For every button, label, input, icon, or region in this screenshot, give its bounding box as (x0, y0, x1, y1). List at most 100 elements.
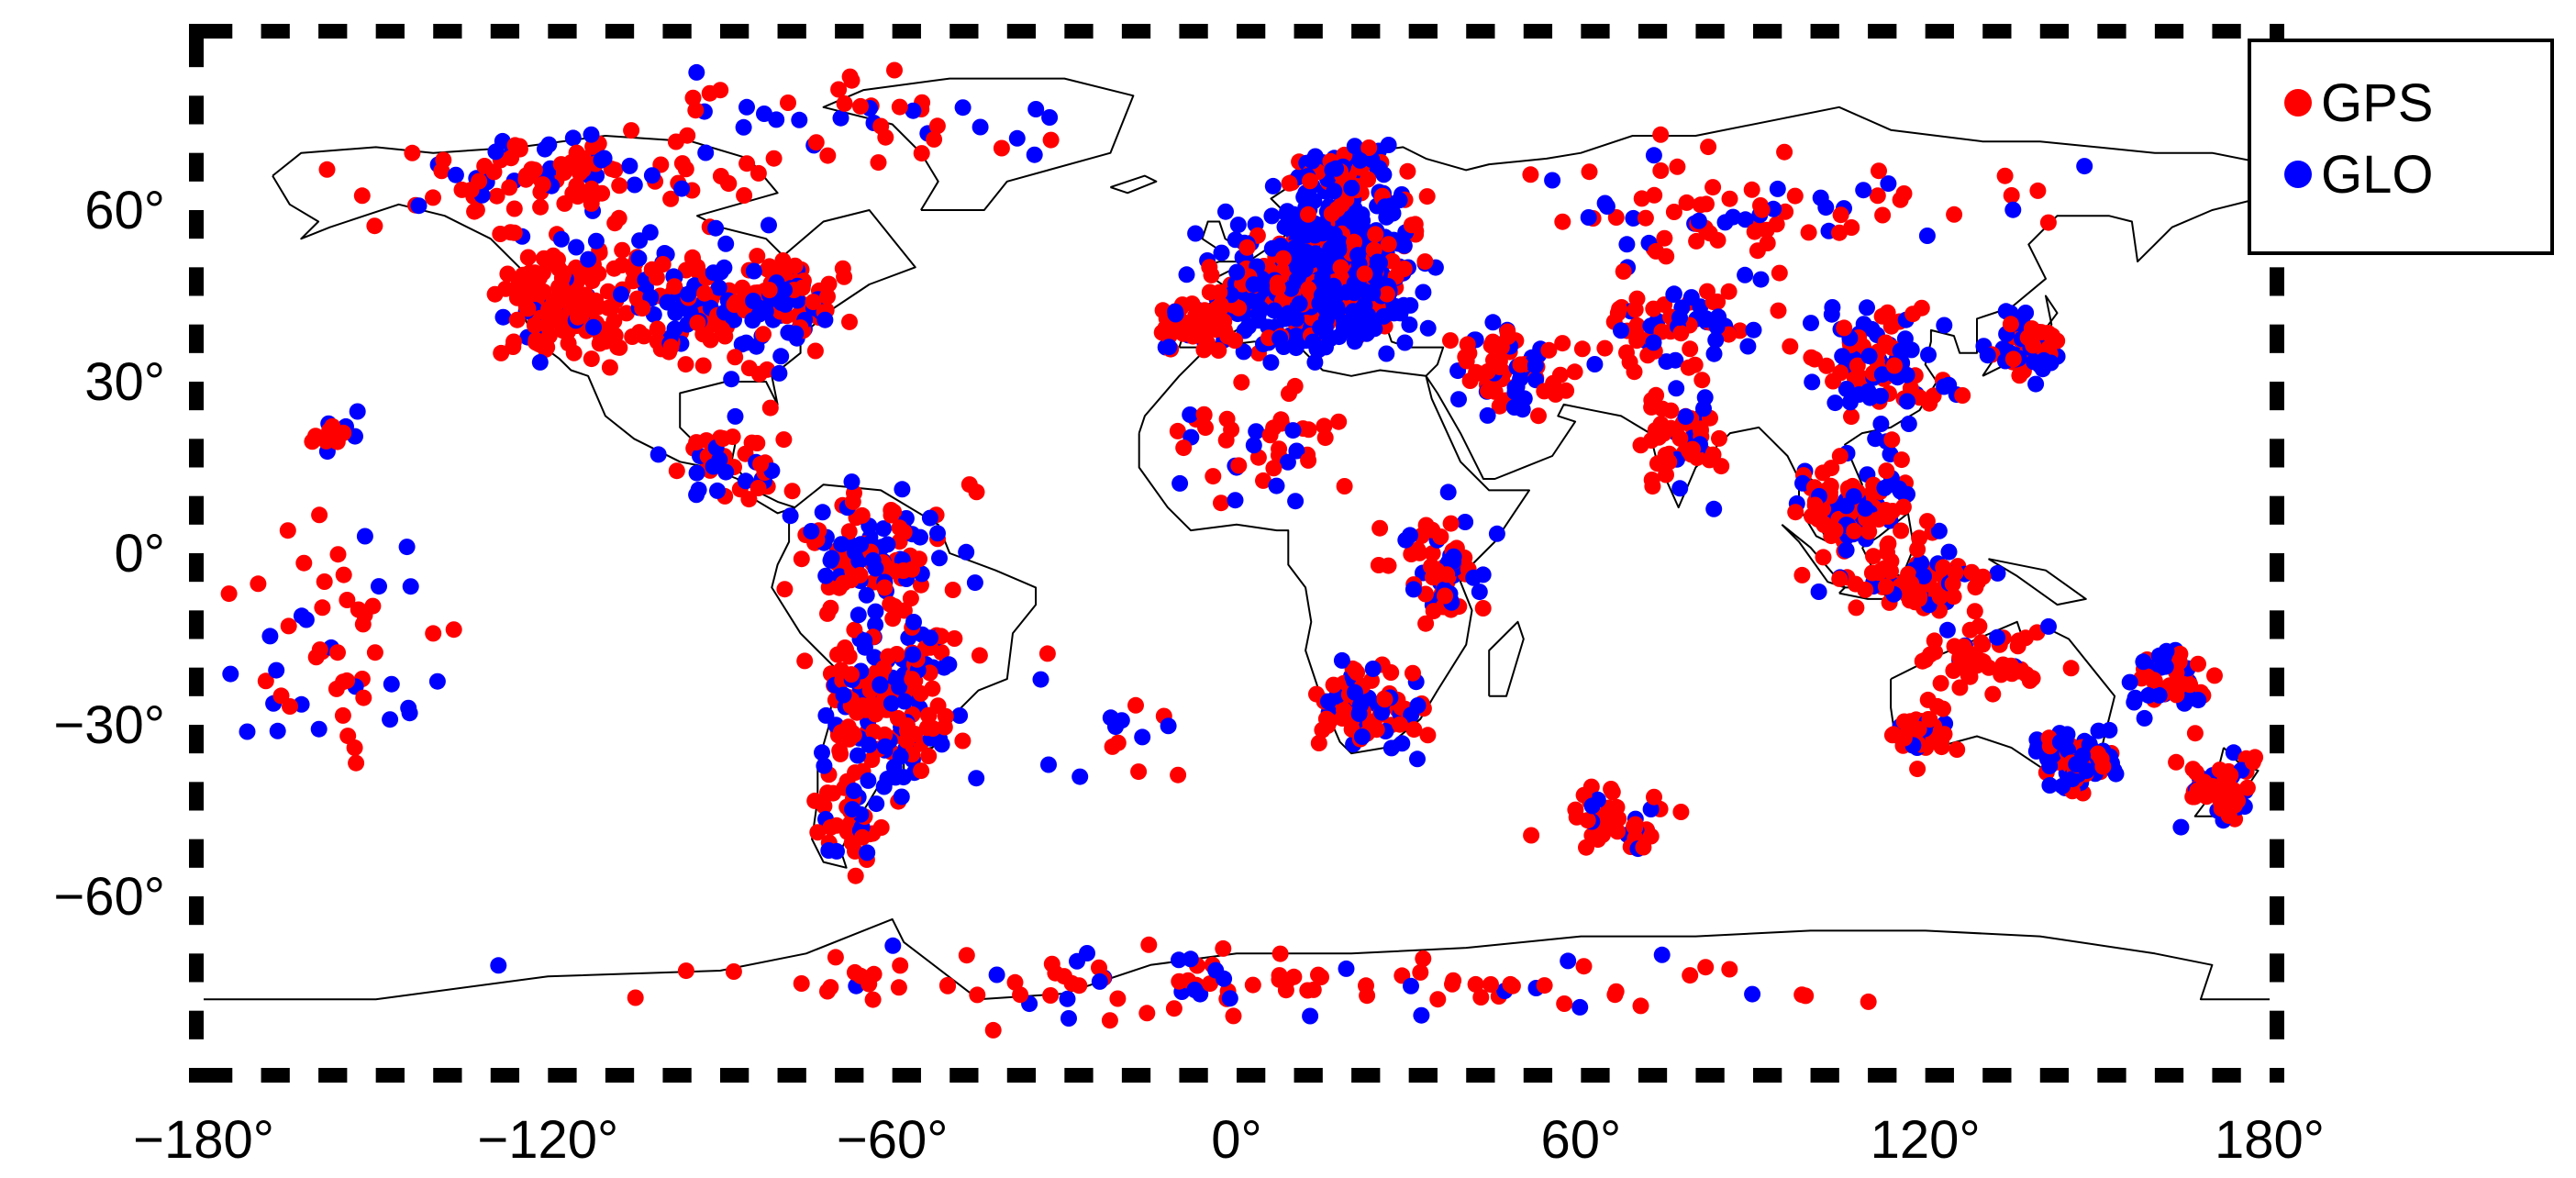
gps-station (1815, 549, 1832, 566)
gps-station (555, 264, 572, 282)
glo-station (1841, 394, 1859, 411)
glo-station (1484, 314, 1502, 331)
glo-station (1989, 628, 2006, 646)
glo-station (1182, 950, 1199, 968)
gps-station (2209, 780, 2226, 797)
gps-station (1432, 528, 1449, 545)
gps-station (2244, 753, 2261, 771)
frame-segment (2270, 1039, 2284, 1068)
gps-station (830, 579, 848, 596)
gps-station (1438, 566, 1456, 583)
glo-station (494, 308, 512, 326)
gps-station (836, 94, 853, 112)
gps-station (694, 357, 712, 374)
glo-station (823, 550, 840, 567)
gps-station (716, 328, 734, 345)
frame-segment (189, 67, 204, 96)
x-tick-label: −60° (837, 1110, 949, 1170)
gps-station (1656, 229, 1673, 247)
glo-station (1867, 430, 1884, 448)
frame-segment (1150, 24, 1180, 39)
glo-station (966, 574, 983, 592)
frame-segment (1265, 24, 1294, 39)
glo-station (1989, 564, 2006, 582)
glo-station (297, 611, 315, 628)
frame-segment (2270, 639, 2284, 668)
glo-station (1288, 442, 1305, 460)
gps-station (939, 977, 957, 995)
frame-segment (2270, 582, 2284, 611)
glo-station (531, 353, 549, 371)
gps-station (1655, 425, 1672, 442)
gps-station (567, 283, 584, 301)
glo-station (1859, 299, 1875, 317)
gps-station (1949, 741, 1966, 758)
gps-station (1482, 976, 1499, 993)
glo-station (1834, 348, 1851, 365)
glo-station (2090, 722, 2107, 739)
glo-station (845, 783, 862, 799)
gps-station (1554, 335, 1571, 352)
glo-station (2041, 777, 2059, 794)
gps-station (1709, 231, 1727, 249)
glo-station (1346, 284, 1363, 302)
glo-station (905, 614, 922, 630)
gps-station (609, 339, 627, 356)
frame-segment (978, 24, 1007, 39)
glo-station (1345, 214, 1361, 231)
gps-station (574, 299, 592, 317)
gps-station (601, 359, 618, 376)
glo-station (1855, 182, 1872, 199)
frame-segment (347, 24, 376, 39)
gps-station (993, 139, 1010, 157)
glo-station (859, 844, 876, 861)
gps-station (1771, 264, 1788, 282)
gps-station (2168, 753, 2185, 771)
gps-station (1442, 332, 1459, 350)
legend-box (2248, 39, 2554, 255)
gps-station (889, 709, 906, 727)
glo-station (879, 771, 896, 787)
glo-station (1804, 373, 1821, 391)
gps-station (946, 630, 963, 647)
gps-station (257, 672, 274, 690)
coastline-segment (1488, 620, 1525, 697)
glo-station (1008, 129, 1026, 147)
glo-station (1160, 339, 1178, 356)
gps-station (404, 144, 421, 161)
gps-station (926, 130, 943, 148)
frame-segment (978, 1068, 1007, 1083)
glo-station (1665, 286, 1682, 303)
frame-segment (749, 24, 778, 39)
gps-station (1216, 313, 1233, 330)
glo-station (1264, 177, 1282, 194)
frame-segment (1609, 1068, 1638, 1083)
glo-station (1823, 306, 1840, 323)
gps-station (1786, 187, 1804, 205)
gps-station (1697, 959, 1715, 976)
gps-station (1971, 617, 1988, 635)
glo-station (1317, 311, 1335, 328)
gps-station (1637, 209, 1654, 227)
glo-station (1613, 322, 1629, 339)
frame-segment (1494, 1068, 1524, 1083)
gps-station (1482, 337, 1500, 354)
gps-station (488, 187, 505, 205)
glo-station (1667, 351, 1684, 369)
glo-station (1838, 541, 1855, 559)
glo-station (641, 224, 659, 241)
gps-station (2011, 662, 2028, 680)
frame-segment (1838, 1068, 1869, 1083)
frame-segment (347, 1068, 376, 1083)
frame-segment (1724, 1068, 1753, 1083)
gps-station (1512, 356, 1529, 373)
glo-station (1294, 247, 1311, 264)
glo-station (1282, 280, 1300, 297)
gps-station (634, 300, 651, 317)
gps-station (1310, 735, 1327, 751)
glo-station (1827, 395, 1844, 412)
gps-station (904, 561, 920, 578)
gps-station (1536, 977, 1553, 995)
glo-station (680, 285, 697, 303)
gps-station (1961, 645, 1979, 662)
